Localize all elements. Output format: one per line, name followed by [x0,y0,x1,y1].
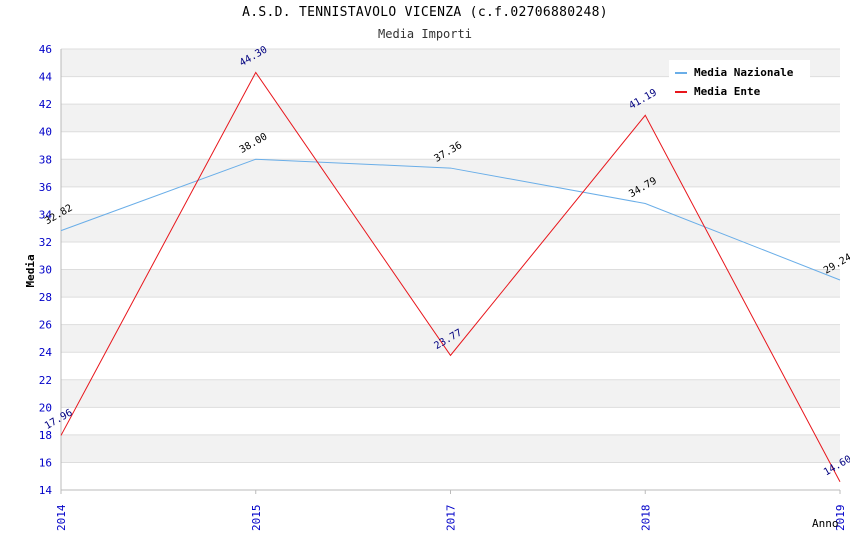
y-tick-label: 44 [39,71,53,84]
x-tick-label: 2017 [445,505,458,532]
grid-band [61,297,840,325]
x-tick-label: 2018 [639,505,652,532]
y-tick-label: 24 [39,346,53,359]
x-axis-label: Anno [812,517,839,530]
y-tick-label: 26 [39,319,52,332]
y-tick-label: 20 [39,401,52,414]
grid-band [61,131,840,160]
y-tick-label: 36 [39,181,52,194]
y-tick-label: 18 [39,429,52,442]
x-tick-label: 2019 [834,505,847,532]
x-tick-label: 2015 [250,505,263,532]
grid-band [61,186,840,215]
grid-band [61,407,840,435]
grid-band [61,159,840,187]
grid-band [61,241,840,270]
chart-title: A.S.D. TENNISTAVOLO VICENZA (c.f.0270688… [242,5,608,20]
grid-band [61,379,840,408]
grid-band [61,462,840,490]
y-tick-label: 42 [39,98,52,111]
grid-band [61,324,840,353]
legend-entry: Media Ente [694,85,761,98]
x-tick-label: 2014 [55,504,68,531]
y-tick-label: 32 [39,236,52,249]
y-tick-label: 30 [39,264,52,277]
legend-entry: Media Nazionale [694,66,794,79]
chart-subtitle: Media Importi [378,27,472,41]
y-axis-label: Media [24,254,37,287]
y-tick-label: 40 [39,126,52,139]
grid-band [61,104,840,132]
legend-box [669,60,810,102]
y-tick-label: 22 [39,374,52,387]
y-tick-label: 28 [39,291,52,304]
grid-band [61,352,840,380]
grid-band [61,434,840,463]
y-tick-label: 34 [39,208,53,221]
series-line-media-nazionale [60,158,841,281]
y-tick-label: 38 [39,153,52,166]
series-line-media-ente [60,71,841,482]
y-tick-label: 14 [39,484,53,497]
y-tick-label: 46 [39,43,52,56]
grid-band [61,269,840,298]
y-tick-label: 16 [39,456,52,469]
